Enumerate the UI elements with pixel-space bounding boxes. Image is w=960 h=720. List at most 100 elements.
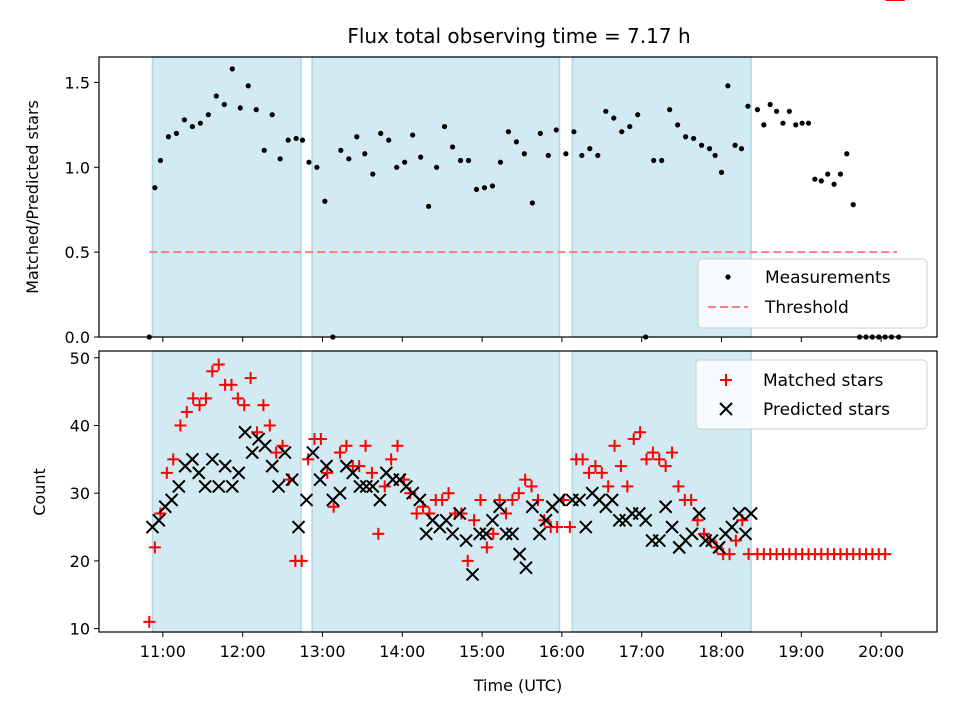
predicted-star-point xyxy=(278,445,292,460)
matched-star-point xyxy=(334,446,347,459)
measurement-point xyxy=(205,112,211,118)
matched-star-point xyxy=(685,493,698,506)
ratio-panel-frame xyxy=(98,56,938,338)
matched-star-point xyxy=(302,453,315,466)
matched-star-point xyxy=(659,460,672,473)
predicted-star-point xyxy=(299,493,314,507)
measurement-point xyxy=(418,154,424,160)
measurement-point xyxy=(799,120,805,126)
measurement-point xyxy=(571,129,577,135)
measurement-point xyxy=(253,107,259,113)
observing-window xyxy=(151,56,302,338)
measurement-point xyxy=(481,185,488,191)
matched-star-point xyxy=(480,541,493,554)
matched-star-point xyxy=(646,446,659,459)
predicted-star-point xyxy=(245,445,259,460)
matched-star-point xyxy=(295,554,308,567)
measurement-point xyxy=(767,101,773,108)
y-tick-label: 40 xyxy=(70,416,90,435)
y-tick-label: 10 xyxy=(70,620,90,639)
matched-star-point xyxy=(167,453,180,466)
x-tick-label: 12:00 xyxy=(220,642,266,661)
predicted-star-point xyxy=(652,533,666,548)
count-panel: 11:00 12:00 13:00 14:00 15:00 16:00 17:00 18:00… xyxy=(30,0,938,695)
measurement-point xyxy=(410,132,416,138)
measurement-point xyxy=(394,164,400,170)
matched-star-point xyxy=(143,615,156,628)
matched-star-point xyxy=(563,521,576,534)
matched-star-point xyxy=(206,365,219,378)
measurement-point xyxy=(780,120,786,126)
predicted-star-point xyxy=(459,533,473,548)
matched-star-point xyxy=(385,453,398,466)
matched-star-point xyxy=(519,473,532,486)
measurement-point xyxy=(152,185,158,191)
predicted-star-point xyxy=(665,520,679,534)
measurement-point xyxy=(837,171,844,177)
predicted-star-point xyxy=(738,527,753,541)
legend-predicted-marker xyxy=(719,402,733,416)
predicted-star-point xyxy=(512,547,527,561)
y-tick-label: 30 xyxy=(70,484,90,503)
predicted-star-point xyxy=(172,479,186,494)
matched-star-point xyxy=(538,514,551,527)
predicted-star-point xyxy=(539,513,553,527)
measurement-point xyxy=(189,123,195,130)
matched-star-point xyxy=(263,419,276,432)
matched-star-point xyxy=(314,433,327,446)
matched-star-point xyxy=(506,493,519,506)
matched-star-point xyxy=(353,460,366,473)
chart-title: Flux total observing time = 7.17 h xyxy=(347,24,690,48)
matched-star-point xyxy=(231,392,244,405)
matched-star-point xyxy=(576,453,589,466)
ratio-panel: 0.0 0.5 1.0 1.5 Matched/Predicted stars Mea… xyxy=(23,56,938,347)
measurement-point xyxy=(667,107,673,113)
matched-star-point xyxy=(672,480,685,493)
measurement-point xyxy=(293,135,299,142)
predicted-star-point xyxy=(725,520,739,534)
measurement-point xyxy=(745,103,751,109)
predicted-star-point xyxy=(579,520,593,534)
measurement-point xyxy=(378,130,384,136)
measurement-point xyxy=(213,93,219,99)
matched-star-point xyxy=(474,493,487,506)
predicted-star-point xyxy=(732,506,746,521)
measurement-point xyxy=(513,139,520,145)
predicted-star-point xyxy=(505,527,520,541)
matched-star-point xyxy=(653,453,666,466)
matched-star-point xyxy=(340,439,353,452)
y-tick-label: 0.5 xyxy=(65,243,90,262)
matched-star-point xyxy=(148,541,161,554)
predicted-star-point xyxy=(231,466,246,480)
matched-star-point xyxy=(321,466,334,479)
matched-star-point xyxy=(442,487,455,500)
legend-predicted-label: Predicted stars xyxy=(763,400,890,420)
predicted-star-point xyxy=(685,527,699,541)
x-tick-label: 17:00 xyxy=(619,642,665,661)
matched-star-point xyxy=(595,466,608,479)
measurement-point xyxy=(181,117,187,123)
predicted-star-point xyxy=(698,533,713,548)
measurement-point xyxy=(237,105,243,111)
predicted-star-point xyxy=(313,472,327,487)
predicted-star-point xyxy=(205,452,220,467)
predicted-star-point xyxy=(185,452,200,467)
matched-star-point xyxy=(608,439,621,452)
predicted-star-point xyxy=(485,513,500,527)
predicted-star-point xyxy=(519,560,533,575)
predicted-star-point xyxy=(605,493,619,507)
matched-star-point xyxy=(365,466,378,479)
matched-star-point xyxy=(327,500,340,513)
predicted-star-point xyxy=(712,540,726,555)
matched-star-point xyxy=(512,487,525,500)
measurement-point xyxy=(690,135,697,142)
measurement-point xyxy=(761,122,767,128)
predicted-star-point xyxy=(225,479,239,494)
measurement-point xyxy=(354,134,360,140)
matched-star-point xyxy=(199,392,212,405)
y-tick-label: 20 xyxy=(70,552,90,571)
predicted-star-point xyxy=(306,445,320,460)
x-axis-label: Time (UTC) xyxy=(473,676,562,695)
measurement-point xyxy=(545,152,551,159)
count-legend-box xyxy=(695,359,928,430)
